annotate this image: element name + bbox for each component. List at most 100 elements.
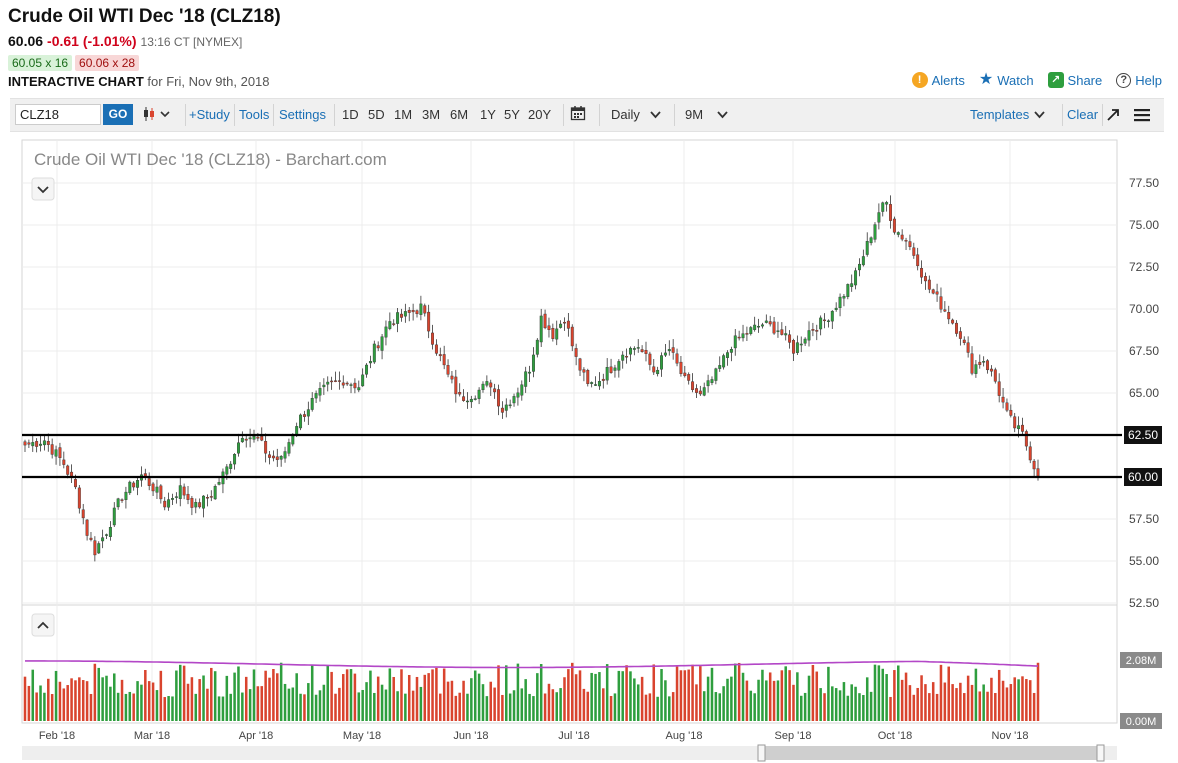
period-select[interactable]: 9M bbox=[685, 107, 728, 122]
candle bbox=[815, 324, 819, 341]
scroll-handle-right[interactable] bbox=[1096, 744, 1105, 762]
svg-text:0.00M: 0.00M bbox=[1126, 716, 1157, 728]
volume-bar bbox=[664, 680, 667, 721]
volume-bar bbox=[551, 689, 555, 721]
candle bbox=[939, 287, 943, 313]
candle bbox=[842, 294, 846, 307]
menu-button[interactable] bbox=[1134, 108, 1150, 125]
volume-bar bbox=[113, 673, 116, 721]
volume-bar bbox=[202, 675, 205, 721]
range-5y[interactable]: 5Y bbox=[504, 107, 520, 122]
help-link[interactable]: ? Help bbox=[1116, 72, 1162, 88]
volume-bar bbox=[140, 684, 143, 721]
y-tick-label: 52.50 bbox=[1129, 596, 1159, 610]
volume-bar bbox=[578, 670, 582, 721]
range-6m[interactable]: 6M bbox=[450, 107, 469, 122]
volume-bar bbox=[237, 666, 240, 721]
candle bbox=[97, 541, 101, 554]
last-price: 60.06 bbox=[8, 33, 44, 49]
volume-bar bbox=[652, 664, 656, 721]
add-study-button[interactable]: +Study bbox=[189, 107, 230, 122]
volume-bar bbox=[303, 694, 306, 721]
range-5d[interactable]: 5D bbox=[368, 107, 385, 122]
collapse-chevron-button[interactable] bbox=[31, 177, 55, 201]
candle bbox=[520, 380, 524, 401]
volume-bar bbox=[171, 696, 174, 721]
candle bbox=[112, 502, 116, 528]
bar-type-dropdown[interactable] bbox=[141, 105, 173, 126]
candle bbox=[877, 203, 881, 230]
volume-bar bbox=[194, 693, 198, 721]
candle bbox=[1021, 417, 1024, 435]
candle bbox=[361, 368, 365, 387]
range-3m[interactable]: 3M bbox=[422, 107, 441, 122]
volume-bar bbox=[924, 684, 927, 721]
volume-bar bbox=[1028, 680, 1032, 721]
candle bbox=[512, 393, 516, 407]
alerts-link[interactable]: ! Alerts bbox=[911, 72, 965, 88]
share-link[interactable]: ↗ Share bbox=[1047, 72, 1102, 88]
x-tick-label: Jun '18 bbox=[453, 730, 488, 742]
scrollbar[interactable] bbox=[22, 744, 1117, 762]
volume-bar bbox=[691, 664, 694, 721]
tools-button[interactable]: Tools bbox=[239, 107, 270, 122]
volume-bar bbox=[1021, 676, 1024, 721]
volume-bar bbox=[105, 675, 108, 721]
candle bbox=[1028, 441, 1032, 464]
clear-button[interactable]: Clear bbox=[1067, 107, 1099, 122]
x-tick-label: Nov '18 bbox=[992, 730, 1029, 742]
candle bbox=[50, 438, 54, 459]
volume-bar bbox=[295, 673, 298, 721]
expand-button[interactable] bbox=[1106, 108, 1120, 125]
volume-bar bbox=[283, 683, 287, 721]
candle bbox=[252, 429, 256, 443]
candle bbox=[171, 493, 174, 506]
alerts-icon: ! bbox=[911, 72, 928, 88]
candle bbox=[248, 428, 252, 448]
symbol-input[interactable]: CLZ18 bbox=[15, 104, 101, 125]
candle bbox=[454, 369, 458, 403]
scroll-handle-left[interactable] bbox=[757, 744, 766, 762]
volume-bar bbox=[384, 689, 388, 721]
candle bbox=[776, 321, 780, 338]
chevron-down-icon bbox=[717, 107, 728, 122]
interval-select[interactable]: Daily bbox=[611, 107, 661, 122]
volume-bar bbox=[27, 685, 31, 721]
volume-bar bbox=[912, 694, 916, 721]
volume-bar bbox=[411, 690, 415, 721]
candle bbox=[427, 304, 431, 339]
candle bbox=[46, 433, 50, 452]
volume-bar bbox=[213, 671, 217, 721]
volume-bar bbox=[151, 682, 155, 721]
volume-bar bbox=[734, 663, 737, 721]
settings-button[interactable]: Settings bbox=[279, 107, 326, 122]
go-button[interactable]: GO bbox=[103, 104, 133, 125]
candle bbox=[423, 303, 427, 317]
range-1m[interactable]: 1M bbox=[394, 107, 413, 122]
candle bbox=[590, 381, 594, 388]
candle bbox=[780, 322, 784, 336]
price-tag bbox=[1124, 426, 1162, 444]
candle bbox=[357, 380, 361, 393]
candle bbox=[947, 305, 951, 325]
volume-bar bbox=[427, 673, 430, 721]
range-20y[interactable]: 20Y bbox=[528, 107, 552, 122]
range-1d[interactable]: 1D bbox=[342, 107, 359, 122]
expand-chevron-button[interactable] bbox=[31, 613, 55, 637]
volume-bar bbox=[617, 670, 621, 721]
calendar-button[interactable] bbox=[570, 105, 586, 124]
volume-bar bbox=[1032, 692, 1036, 721]
candle bbox=[264, 433, 268, 463]
volume-bar bbox=[450, 680, 454, 721]
candle bbox=[792, 338, 795, 361]
candle bbox=[846, 283, 850, 300]
range-1y[interactable]: 1Y bbox=[480, 107, 496, 122]
volume-bar bbox=[687, 669, 690, 721]
volume-bar bbox=[43, 692, 46, 721]
volume-bar bbox=[419, 686, 423, 721]
candle bbox=[799, 336, 803, 353]
templates-dropdown[interactable]: Templates bbox=[970, 107, 1045, 122]
volume-bar bbox=[244, 676, 248, 721]
watch-link[interactable]: ★ Watch bbox=[979, 72, 1034, 88]
volume-bar bbox=[671, 692, 675, 721]
